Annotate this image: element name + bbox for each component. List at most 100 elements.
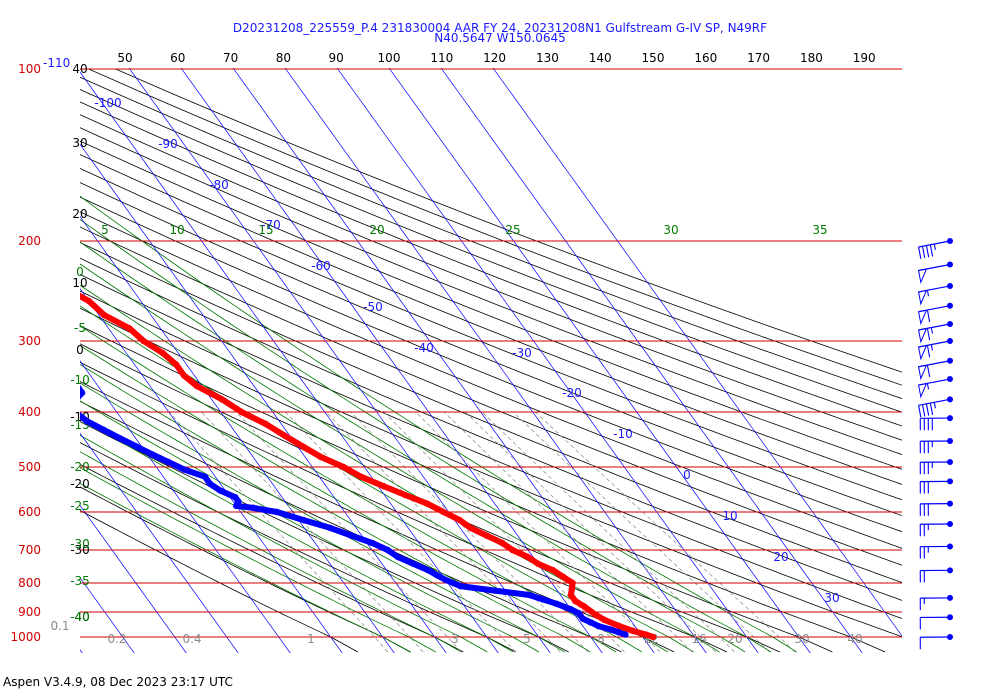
dewpoint-point: [80, 389, 86, 396]
wind-barb-flag: [917, 382, 928, 399]
wind-barb: [919, 614, 953, 630]
wind-barb-full: [926, 345, 931, 358]
pressure-label: 300: [18, 334, 41, 348]
dry-adiabat: [80, 127, 902, 455]
mixing-ratio-line: [443, 411, 693, 653]
mixing-ratio-label: 40: [847, 632, 862, 646]
temperature-point: [467, 524, 474, 532]
temperature-point: [559, 573, 567, 580]
moist-adiabat-top-label: 20: [369, 223, 384, 237]
dewpoint-point: [608, 626, 615, 633]
dry-adiabat: [80, 241, 902, 584]
dewpoint-point: [53, 376, 59, 382]
temperature-point: [571, 597, 579, 604]
dewpoint-point: [394, 553, 402, 561]
dry-adiabat: [80, 68, 902, 386]
temperature-point: [85, 297, 92, 305]
isotherm-label: -40: [414, 341, 434, 355]
wind-barb-half: [933, 402, 936, 409]
dewpoint-point: [35, 372, 41, 378]
wind-barb-flag: [917, 344, 928, 361]
mixing-ratio-line: [481, 411, 735, 653]
dewpoint-point: [579, 615, 586, 622]
mixing-ratio-label: 20: [727, 632, 742, 646]
wind-barb-full: [918, 405, 922, 418]
moist-adiabat-left-label: -10: [70, 373, 90, 387]
chart-subtitle: N40.5647 W150.0645: [434, 31, 566, 45]
mixing-ratio-line: [415, 411, 661, 653]
mixing-ratio-line: [350, 411, 589, 653]
isotherm: [180, 68, 603, 653]
height-label: -40: [70, 610, 90, 624]
wind-barb: [919, 521, 953, 537]
height-label: -30: [70, 543, 90, 557]
wind-barb-half: [933, 243, 936, 250]
top-axis-tick: 160: [694, 51, 717, 65]
mixing-ratio-line: [285, 411, 516, 653]
dewpoint-point: [206, 480, 214, 487]
dewpoint-point: [149, 451, 156, 458]
temperature-point: [380, 482, 387, 490]
dry-adiabat: [80, 226, 902, 566]
temperature-point: [483, 532, 490, 539]
isotherm: [0, 58, 32, 656]
isotherm: [440, 68, 863, 653]
temperature-point: [24, 256, 30, 262]
height-label: 20: [72, 207, 87, 221]
moist-adiabat-left-label: -20: [70, 460, 90, 474]
wind-barb: [919, 478, 953, 494]
wind-barb: [919, 634, 953, 650]
isotherm-label: -30: [512, 346, 532, 360]
dry-adiabat: [80, 196, 902, 533]
pressure-label: 400: [18, 405, 41, 419]
dewpoint-point: [22, 369, 28, 375]
isotherm: [80, 432, 239, 653]
moist-adiabat-left-label: 0: [76, 265, 84, 279]
dry-adiabat: [80, 509, 358, 653]
temperature-point: [524, 553, 532, 561]
wind-barb-half: [930, 344, 934, 351]
temperature-point: [159, 349, 166, 357]
moist-adiabat: [80, 434, 488, 653]
isotherm-label: -100: [94, 96, 121, 110]
top-axis-tick: 50: [117, 51, 132, 65]
temperature-point: [172, 361, 180, 368]
height-label: 10: [72, 276, 87, 290]
moist-adiabat: [80, 400, 540, 653]
wind-barb: [919, 567, 953, 583]
isotherm: [388, 68, 811, 653]
wind-barb: [917, 338, 953, 361]
dewpoint-point: [410, 560, 417, 567]
top-axis-tick: 180: [800, 51, 823, 65]
dry-adiabat: [80, 307, 886, 653]
moist-adiabat: [80, 305, 669, 653]
mixing-ratio-line: [235, 411, 462, 653]
dewpoint-point: [165, 458, 172, 466]
top-axis-tick: 130: [536, 51, 559, 65]
dewpoint-point: [180, 466, 188, 473]
moist-adiabat-left-label: -30: [70, 537, 90, 551]
wind-barb-full: [926, 309, 931, 322]
isotherm-label: 10: [722, 509, 737, 523]
isotherm: [336, 68, 759, 653]
dewpoint-point: [442, 576, 449, 584]
dry-adiabat: [80, 89, 902, 413]
isotherm-label: 20: [773, 550, 788, 564]
temperature-point: [601, 616, 608, 623]
moist-adiabat: [80, 218, 772, 653]
height-label: -20: [70, 477, 90, 491]
dewpoint-point: [425, 567, 432, 574]
mixing-ratio-label: 1: [307, 632, 315, 646]
dewpoint-point: [70, 399, 76, 405]
dry-adiabat: [80, 274, 902, 619]
isotherm: [492, 68, 902, 637]
dry-adiabat: [80, 361, 728, 653]
wind-barb-full: [925, 245, 930, 258]
temperature-point: [649, 633, 657, 641]
dewpoint-point: [433, 572, 441, 579]
dry-adiabat: [80, 463, 464, 653]
temperature-point: [423, 500, 431, 507]
mixing-ratio-line: [464, 411, 716, 653]
dry-adiabat: [80, 381, 675, 653]
dewpoint-point: [83, 417, 91, 425]
